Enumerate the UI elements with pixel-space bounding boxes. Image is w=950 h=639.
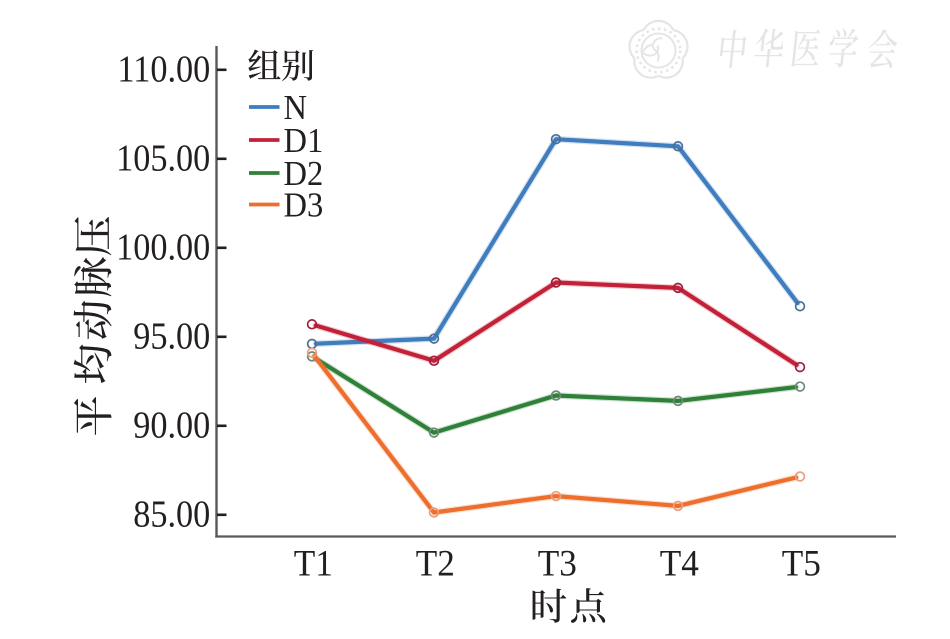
svg-text:T2: T2: [416, 543, 455, 584]
svg-text:100.00: 100.00: [116, 226, 210, 268]
svg-text:95.00: 95.00: [133, 315, 210, 357]
svg-text:85.00: 85.00: [133, 493, 210, 535]
svg-text:D2: D2: [284, 155, 324, 193]
svg-text:T5: T5: [782, 543, 821, 584]
svg-text:T3: T3: [538, 543, 577, 584]
svg-text:D1: D1: [284, 122, 324, 160]
svg-text:T4: T4: [660, 543, 699, 584]
svg-text:T1: T1: [294, 543, 333, 584]
svg-text:110.00: 110.00: [117, 48, 210, 90]
svg-text:90.00: 90.00: [133, 404, 210, 446]
svg-text:N: N: [284, 89, 308, 127]
svg-text:105.00: 105.00: [116, 137, 210, 179]
svg-text:D3: D3: [284, 186, 324, 224]
